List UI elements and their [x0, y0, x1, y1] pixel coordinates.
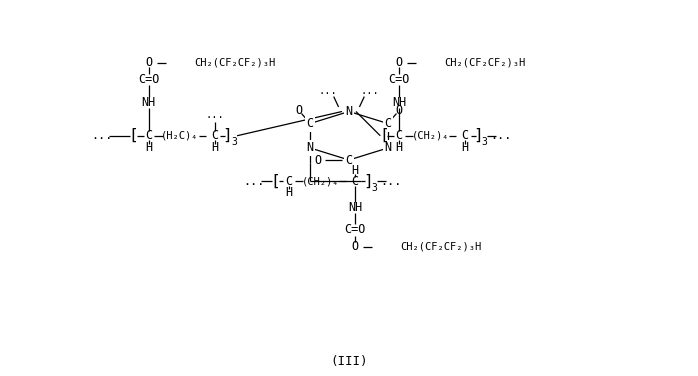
Text: C: C [352, 175, 359, 188]
Text: (III): (III) [330, 355, 368, 368]
Text: H: H [285, 186, 292, 199]
Text: NH: NH [142, 96, 156, 109]
Text: C=O: C=O [388, 73, 410, 86]
Text: O: O [396, 56, 403, 70]
Text: [: [ [270, 174, 280, 189]
Text: NH: NH [392, 96, 406, 109]
Text: O: O [145, 56, 152, 70]
Text: (CH₂)₄: (CH₂)₄ [302, 176, 339, 186]
Text: ...: ... [491, 129, 512, 142]
Text: C: C [306, 117, 313, 130]
Text: C=O: C=O [344, 223, 366, 237]
Text: ...: ... [91, 129, 113, 142]
Text: ]: ] [473, 128, 482, 143]
Text: 3: 3 [482, 138, 487, 147]
Text: 3: 3 [231, 138, 237, 147]
Text: C: C [211, 129, 218, 142]
Text: C: C [385, 117, 392, 130]
Text: O: O [352, 240, 359, 253]
Text: O: O [314, 153, 321, 167]
Text: C: C [396, 129, 403, 142]
Text: H: H [352, 164, 359, 177]
Text: N: N [385, 141, 392, 155]
Text: C: C [145, 129, 152, 142]
Text: C: C [285, 175, 292, 188]
Text: [: [ [128, 128, 138, 143]
Text: CH₂(CF₂CF₂)₃H: CH₂(CF₂CF₂)₃H [444, 58, 526, 68]
Text: H: H [396, 141, 403, 154]
Text: ...: ... [319, 86, 338, 96]
Text: C=O: C=O [138, 73, 159, 86]
Text: ...: ... [244, 175, 265, 188]
Text: H: H [145, 141, 152, 154]
Text: H: H [461, 141, 468, 154]
Text: C: C [461, 129, 468, 142]
Text: [: [ [379, 128, 389, 143]
Text: O: O [296, 104, 303, 117]
Text: 3: 3 [371, 183, 378, 193]
Text: C: C [346, 153, 352, 167]
Text: NH: NH [348, 201, 362, 214]
Text: CH₂(CF₂CF₂)₃H: CH₂(CF₂CF₂)₃H [194, 58, 275, 68]
Text: ...: ... [380, 175, 402, 188]
Text: ...: ... [360, 86, 379, 96]
Text: ...: ... [205, 110, 224, 120]
Text: CH₂(CF₂CF₂)₃H: CH₂(CF₂CF₂)₃H [400, 242, 482, 252]
Text: (CH₂)₄: (CH₂)₄ [412, 131, 449, 141]
Text: N: N [306, 141, 313, 155]
Text: N: N [346, 105, 352, 118]
Text: (H₂C)₄: (H₂C)₄ [161, 131, 199, 141]
Text: ]: ] [223, 128, 232, 143]
Text: H: H [211, 141, 218, 154]
Text: ]: ] [363, 174, 372, 189]
Text: O: O [395, 104, 402, 117]
